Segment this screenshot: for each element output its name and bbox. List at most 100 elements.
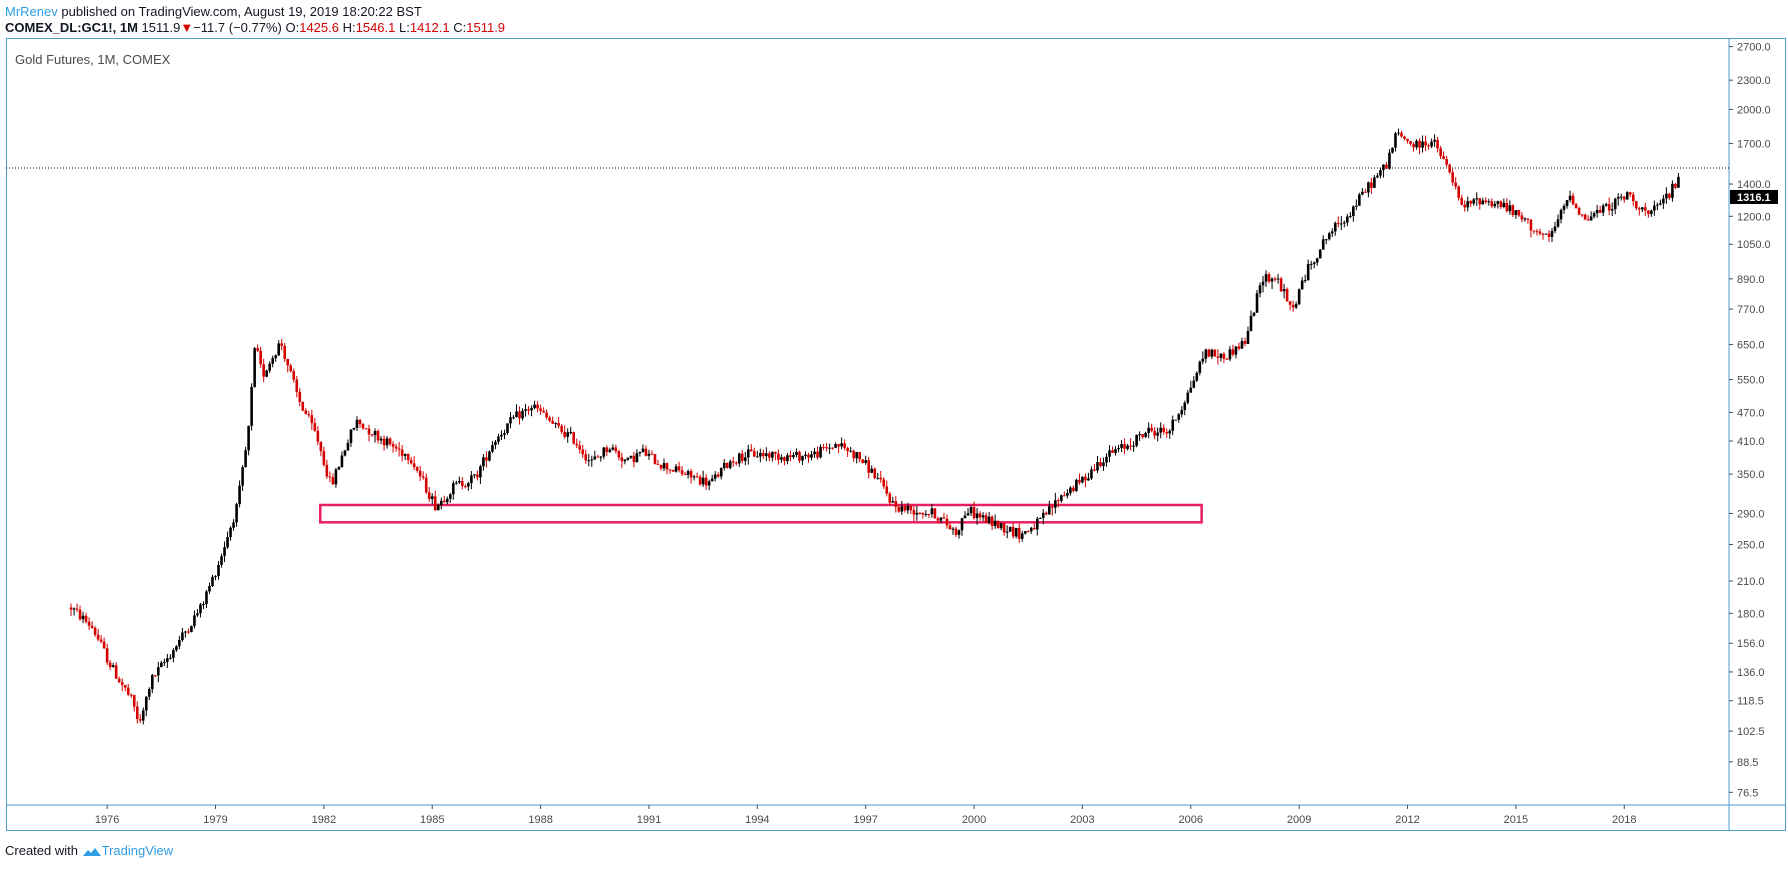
candle-body [1246, 330, 1250, 344]
candle-body [1060, 495, 1063, 501]
candle-body [1090, 469, 1093, 479]
candle-body [157, 667, 160, 676]
candle-body [87, 621, 91, 626]
candle-body [265, 370, 268, 377]
candle-body [470, 475, 473, 484]
candle-body [1051, 506, 1054, 508]
candle-body [885, 486, 889, 494]
tradingview-link[interactable]: TradingView [101, 843, 174, 858]
candle-body [211, 576, 214, 587]
candle-body [1421, 141, 1424, 148]
candle-body [882, 479, 886, 487]
candle-body [927, 513, 931, 515]
candle-body [1288, 301, 1292, 305]
candle-body [1361, 191, 1364, 195]
candle-body [915, 512, 919, 515]
x-tick-label: 2012 [1395, 814, 1419, 826]
candle-body [1117, 448, 1120, 450]
candle-body [1210, 349, 1214, 357]
candle-body [1641, 207, 1644, 210]
candle-body [822, 446, 825, 448]
candle-body [879, 477, 883, 480]
candle-body [364, 428, 368, 430]
candle-body [1472, 199, 1476, 204]
candle-body [1045, 512, 1048, 515]
candle-body [181, 632, 184, 640]
candle-body [391, 444, 395, 447]
candle-body [798, 451, 801, 461]
candle-body [1538, 231, 1542, 234]
candle-body [990, 516, 994, 526]
last-price-tag [1730, 189, 1778, 204]
candle-body [710, 478, 714, 482]
candle-body [753, 451, 756, 457]
candle-body [1168, 430, 1172, 434]
candle-body [677, 466, 681, 471]
y-tick-label: 1050.0 [1737, 239, 1771, 251]
candle-body [1026, 531, 1030, 533]
candle-body [1352, 206, 1355, 216]
candle-body [150, 675, 154, 690]
candle-body [1556, 219, 1560, 227]
candle-body [141, 710, 145, 721]
candle-body [1433, 139, 1436, 142]
candle-body [1400, 132, 1403, 137]
candle-body [981, 515, 985, 518]
candle-body [1622, 196, 1626, 200]
symbol-label: COMEX_DL:GC1!, 1M [5, 20, 138, 35]
candle-body [786, 455, 789, 462]
candle-body [175, 646, 178, 651]
candle-body [1637, 208, 1641, 210]
candle-body [1318, 249, 1322, 259]
candle-body [987, 516, 991, 523]
candle-body [129, 694, 133, 696]
candle-body [521, 410, 524, 419]
candle-body [1370, 182, 1373, 188]
candle-body [777, 453, 780, 460]
candle-body [1120, 444, 1123, 449]
candle-body [388, 438, 392, 445]
candle-body [349, 429, 353, 443]
low-label: L: [399, 20, 410, 35]
candle-body [1674, 183, 1677, 188]
candle-body [993, 520, 997, 526]
y-tick-label: 290.0 [1737, 508, 1765, 520]
candle-body [1625, 192, 1629, 200]
candle-body [813, 451, 816, 455]
candle-body [96, 634, 100, 640]
candle-body [978, 513, 982, 518]
candle-body [1315, 258, 1319, 263]
candle-body [569, 432, 573, 434]
candle-body [123, 684, 127, 688]
published-text: published on TradingView.com, August 19,… [61, 4, 422, 19]
candle-body [358, 419, 362, 425]
author-link[interactable]: MrRenev [5, 4, 58, 19]
y-tick-label: 350.0 [1737, 469, 1765, 481]
candle-body [617, 451, 621, 458]
y-tick-label: 156.0 [1737, 638, 1765, 650]
candle-body [352, 427, 356, 430]
candle-body [114, 665, 118, 679]
candle-body [605, 447, 609, 452]
candle-body [467, 483, 470, 487]
candle-body [1529, 219, 1533, 231]
candle-body [1487, 201, 1491, 203]
candle-body [1505, 202, 1509, 212]
open-value: 1425.6 [299, 20, 339, 35]
candle-body [163, 661, 166, 663]
chart-pane[interactable] [6, 38, 1786, 831]
candle-body [316, 430, 320, 442]
candle-body [578, 445, 582, 450]
candle-body [945, 518, 949, 526]
candle-body [575, 443, 579, 446]
candle-body [566, 432, 569, 437]
candle-body [1430, 141, 1433, 147]
candle-body [1526, 218, 1530, 220]
candle-body [178, 639, 181, 647]
candle-body [996, 520, 1000, 529]
candle-body [506, 423, 509, 434]
candle-body [1231, 349, 1235, 355]
candle-body [1081, 476, 1084, 483]
candle-body [966, 513, 970, 516]
